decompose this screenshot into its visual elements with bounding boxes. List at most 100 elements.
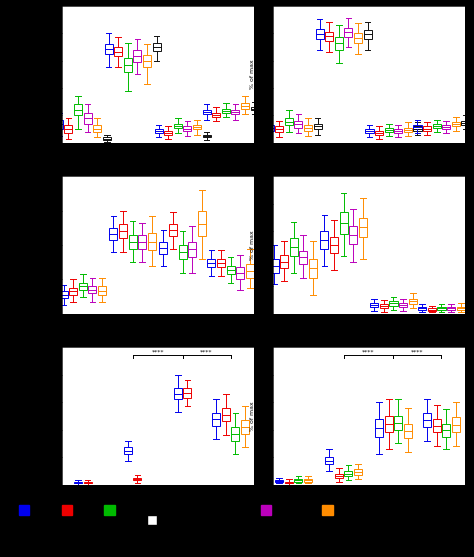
Bar (231, 427, 239, 441)
Bar (133, 50, 141, 62)
Bar (202, 135, 210, 138)
Bar (413, 125, 421, 129)
Bar (174, 124, 182, 128)
Bar (188, 242, 196, 257)
Bar (222, 408, 230, 422)
Bar (285, 482, 293, 483)
Bar (330, 237, 338, 253)
Bar (79, 283, 87, 290)
Bar (198, 211, 206, 237)
Bar (98, 286, 106, 295)
Bar (241, 420, 249, 434)
Bar (447, 307, 455, 310)
Y-axis label: % of max: % of max (39, 401, 45, 431)
Bar (456, 307, 465, 310)
Bar (138, 235, 146, 248)
Bar (314, 124, 322, 129)
Bar (83, 482, 91, 483)
Bar (124, 58, 132, 71)
Y-axis label: % of max: % of max (39, 60, 45, 89)
Bar (370, 303, 378, 307)
Y-axis label: % of max: % of max (43, 230, 48, 260)
Bar (413, 126, 421, 130)
Bar (119, 224, 127, 238)
Bar (275, 481, 283, 482)
Bar (404, 424, 412, 438)
Bar (344, 471, 352, 476)
Bar (164, 130, 172, 135)
Bar (69, 288, 77, 295)
Bar (294, 479, 302, 482)
Bar (354, 33, 362, 43)
Bar (202, 110, 210, 114)
Bar (227, 266, 235, 274)
Bar (365, 129, 374, 133)
Bar (335, 37, 343, 50)
Bar (294, 121, 302, 128)
Bar (433, 124, 441, 128)
Bar (442, 424, 450, 437)
Bar (364, 30, 372, 38)
Bar (128, 235, 137, 248)
Bar (433, 419, 441, 432)
Bar (207, 259, 215, 267)
Bar (462, 121, 470, 125)
Bar (251, 108, 259, 110)
Bar (404, 128, 412, 132)
Bar (246, 264, 254, 278)
Bar (316, 29, 324, 38)
Bar (304, 479, 312, 482)
Bar (354, 470, 362, 475)
Bar (339, 212, 347, 234)
Bar (380, 304, 388, 308)
Bar (236, 267, 244, 280)
Bar (304, 125, 312, 130)
Bar (280, 255, 288, 268)
Bar (153, 43, 161, 51)
Bar (385, 128, 393, 132)
Bar (438, 307, 446, 310)
Bar (148, 233, 156, 250)
Bar (344, 27, 352, 37)
Bar (74, 105, 82, 115)
Bar (275, 126, 283, 132)
Bar (124, 447, 132, 455)
Bar (64, 125, 73, 133)
Text: ****: **** (201, 350, 213, 355)
Bar (105, 44, 113, 53)
Y-axis label: % of max: % of max (250, 230, 255, 260)
Bar (423, 126, 431, 130)
Y-axis label: % of max: % of max (250, 60, 255, 89)
Bar (452, 123, 460, 126)
Text: ****: **** (362, 350, 375, 355)
Bar (183, 388, 191, 398)
Bar (159, 242, 167, 253)
Bar (241, 103, 249, 109)
Bar (394, 129, 402, 133)
Bar (349, 226, 357, 244)
Bar (399, 303, 407, 307)
Bar (299, 251, 307, 265)
Bar (155, 129, 163, 133)
Bar (55, 120, 63, 129)
Bar (325, 457, 333, 464)
Bar (385, 416, 393, 432)
Bar (103, 138, 111, 140)
Bar (93, 125, 101, 132)
Bar (265, 125, 273, 130)
Bar (394, 416, 402, 429)
Bar (83, 113, 91, 124)
Bar (109, 228, 118, 240)
Bar (375, 419, 383, 437)
Bar (74, 482, 82, 483)
Bar (418, 307, 426, 310)
Bar (359, 218, 367, 237)
Bar (60, 291, 68, 299)
Bar (285, 118, 293, 125)
Bar (390, 301, 398, 306)
Bar (114, 47, 122, 56)
Bar (179, 245, 187, 259)
Bar (320, 231, 328, 249)
Bar (174, 388, 182, 399)
Text: ****: **** (151, 350, 164, 355)
